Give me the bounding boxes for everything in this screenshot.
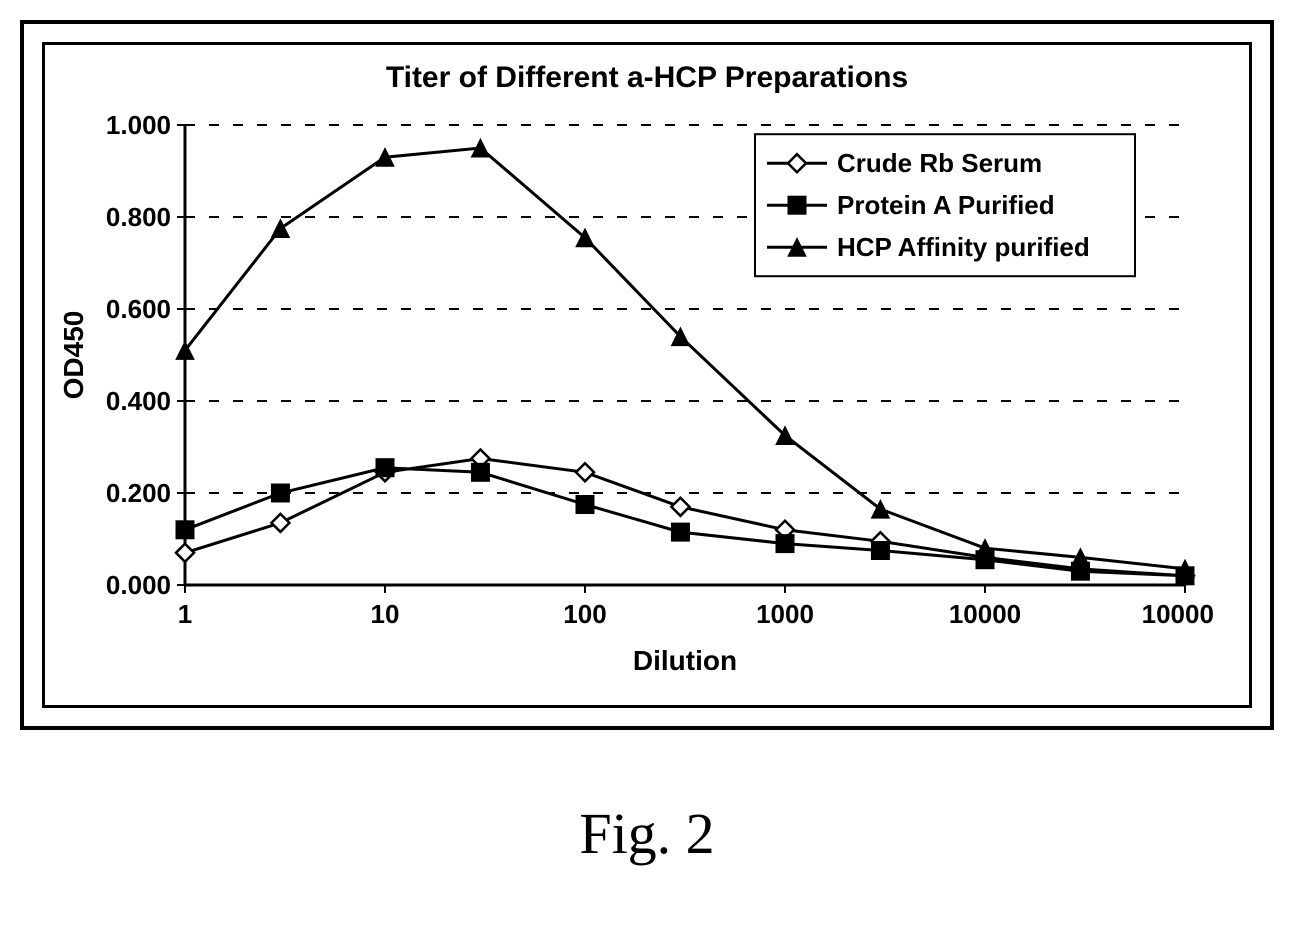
svg-text:Protein A Purified: Protein A Purified	[837, 190, 1055, 220]
svg-text:1000: 1000	[756, 599, 814, 629]
chart-svg: 0.000 0.200 0.400 0.600 0.800 1.000 1 10 100 1000…	[55, 105, 1215, 695]
svg-text:0.200: 0.200	[106, 478, 171, 508]
svg-text:0.400: 0.400	[106, 386, 171, 416]
svg-text:Crude Rb Serum: Crude Rb Serum	[837, 148, 1042, 178]
svg-text:0.800: 0.800	[106, 202, 171, 232]
svg-text:10: 10	[371, 599, 400, 629]
svg-text:10000: 10000	[949, 599, 1021, 629]
svg-text:100000: 100000	[1142, 599, 1215, 629]
chart-plot-area: 0.000 0.200 0.400 0.600 0.800 1.000 1 10 100 1000…	[55, 105, 1239, 695]
svg-text:Dilution: Dilution	[633, 645, 737, 676]
chart-inner-frame: Titer of Different a-HCP Preparations 0.…	[42, 42, 1252, 708]
svg-text:100: 100	[563, 599, 606, 629]
svg-text:0.000: 0.000	[106, 570, 171, 600]
figure-caption: Fig. 2	[20, 800, 1274, 867]
figure-container: Titer of Different a-HCP Preparations 0.…	[20, 20, 1274, 867]
svg-text:1.000: 1.000	[106, 110, 171, 140]
svg-text:1: 1	[178, 599, 192, 629]
svg-text:HCP Affinity purified: HCP Affinity purified	[837, 232, 1090, 262]
chart-outer-frame: Titer of Different a-HCP Preparations 0.…	[20, 20, 1274, 730]
chart-title: Titer of Different a-HCP Preparations	[55, 61, 1239, 95]
svg-text:OD450: OD450	[58, 311, 89, 400]
svg-text:0.600: 0.600	[106, 294, 171, 324]
